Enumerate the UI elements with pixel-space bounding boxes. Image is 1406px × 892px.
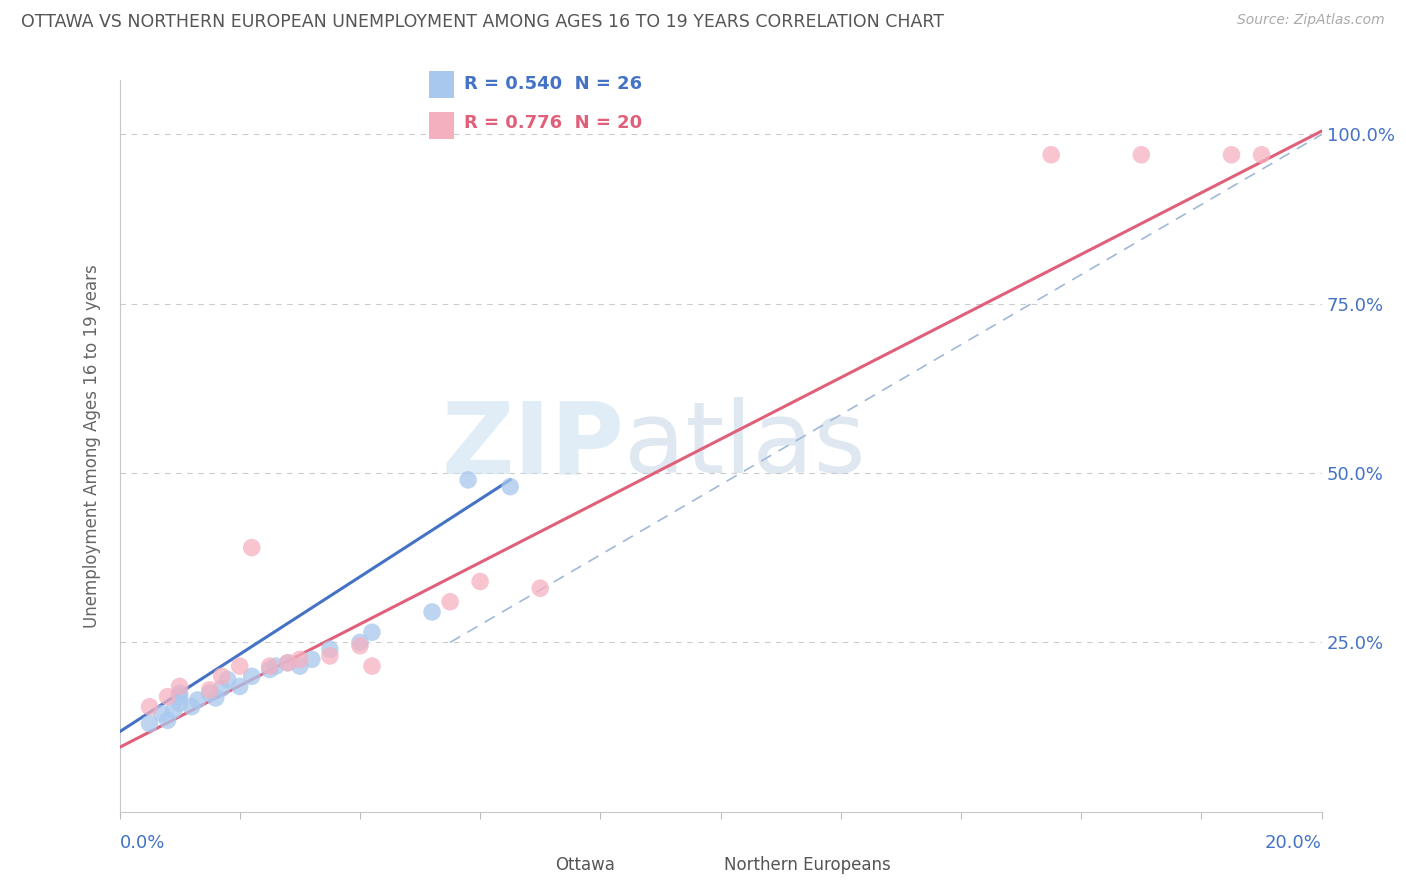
- Point: [198, 682, 221, 697]
- Text: atlas: atlas: [624, 398, 866, 494]
- Bar: [429, 71, 454, 98]
- Text: 0.0%: 0.0%: [120, 834, 165, 852]
- Point: [420, 605, 443, 619]
- Point: [138, 716, 160, 731]
- Point: [349, 639, 371, 653]
- Point: [169, 686, 191, 700]
- Point: [468, 574, 492, 589]
- Text: OTTAWA VS NORTHERN EUROPEAN UNEMPLOYMENT AMONG AGES 16 TO 19 YEARS CORRELATION C: OTTAWA VS NORTHERN EUROPEAN UNEMPLOYMENT…: [21, 13, 943, 31]
- Y-axis label: Unemployment Among Ages 16 to 19 years: Unemployment Among Ages 16 to 19 years: [83, 264, 101, 628]
- Point: [240, 541, 263, 555]
- Point: [138, 699, 160, 714]
- Point: [240, 669, 263, 683]
- Point: [156, 690, 179, 704]
- Point: [361, 659, 384, 673]
- Text: 20.0%: 20.0%: [1265, 834, 1322, 852]
- Text: R = 0.776  N = 20: R = 0.776 N = 20: [464, 114, 641, 132]
- Point: [349, 635, 371, 649]
- Point: [1130, 148, 1153, 162]
- Point: [204, 690, 226, 705]
- Point: [187, 693, 209, 707]
- Text: Northern Europeans: Northern Europeans: [724, 856, 891, 874]
- Point: [217, 673, 239, 687]
- Point: [169, 680, 191, 694]
- Point: [228, 659, 252, 673]
- Point: [277, 656, 299, 670]
- Point: [499, 480, 522, 494]
- Point: [1040, 148, 1063, 162]
- Point: [211, 669, 233, 683]
- Point: [288, 652, 311, 666]
- Bar: [429, 112, 454, 139]
- Point: [169, 690, 191, 704]
- Point: [156, 714, 179, 728]
- Text: R = 0.540  N = 26: R = 0.540 N = 26: [464, 76, 641, 94]
- Point: [211, 681, 233, 696]
- Point: [162, 703, 184, 717]
- Point: [180, 699, 202, 714]
- Text: ZIP: ZIP: [441, 398, 624, 494]
- Point: [529, 581, 551, 595]
- Point: [1220, 148, 1243, 162]
- Point: [319, 642, 342, 657]
- Point: [319, 648, 342, 663]
- Point: [1250, 148, 1272, 162]
- Point: [259, 663, 281, 677]
- Point: [150, 706, 173, 721]
- Point: [277, 656, 299, 670]
- Point: [288, 659, 311, 673]
- Text: Source: ZipAtlas.com: Source: ZipAtlas.com: [1237, 13, 1385, 28]
- Point: [198, 686, 221, 700]
- Text: Ottawa: Ottawa: [555, 856, 616, 874]
- Point: [361, 625, 384, 640]
- Point: [264, 659, 287, 673]
- Point: [301, 652, 323, 666]
- Point: [228, 680, 252, 694]
- Point: [169, 697, 191, 711]
- Point: [457, 473, 479, 487]
- Point: [439, 595, 461, 609]
- Point: [259, 659, 281, 673]
